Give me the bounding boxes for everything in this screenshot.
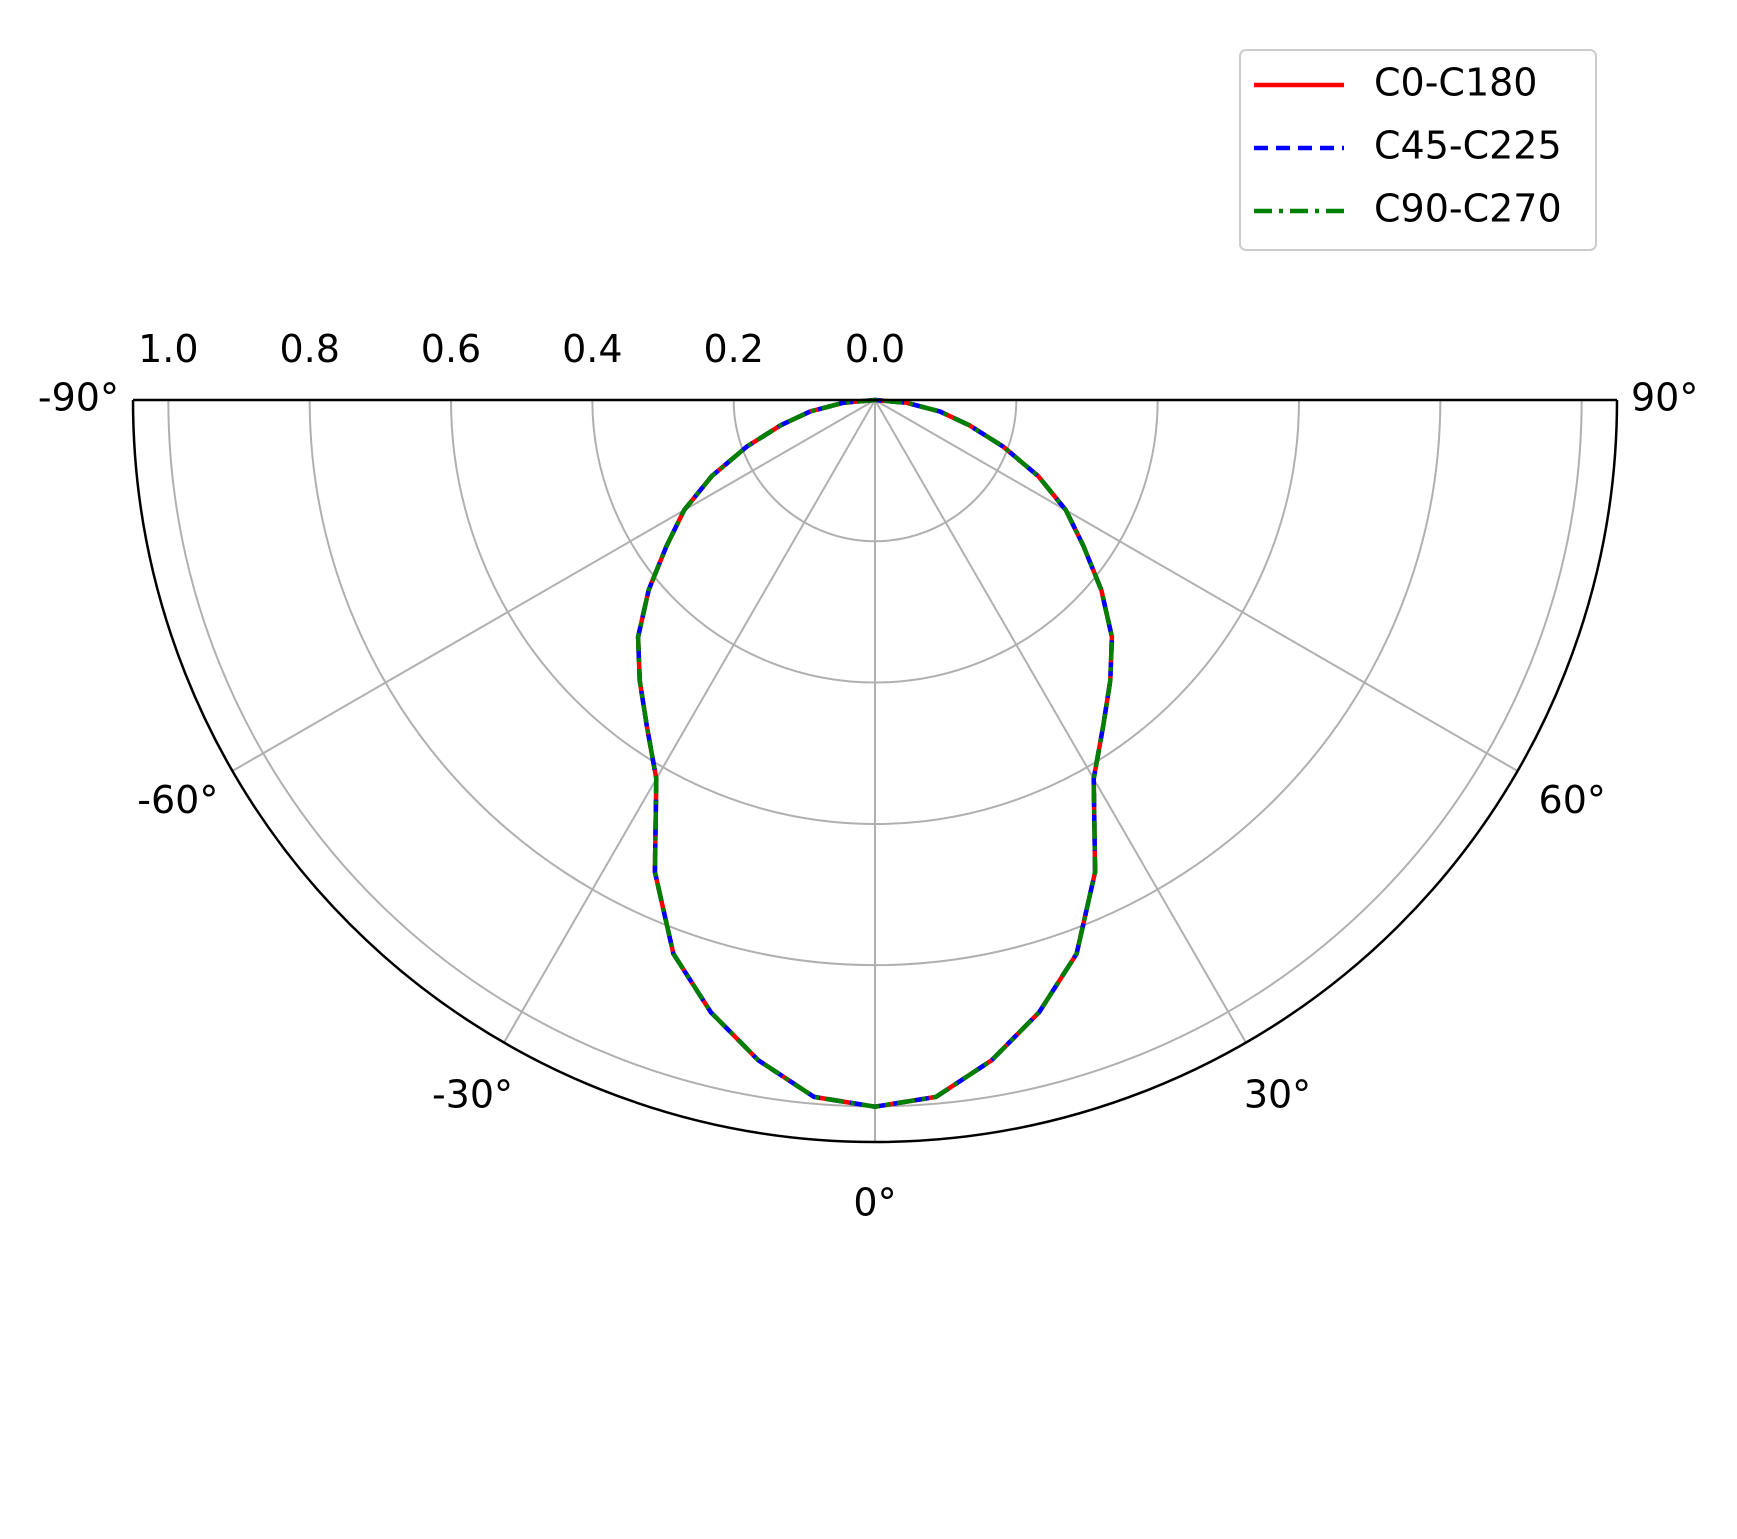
tick-labels: 0.0 0.2 0.4 0.6 0.8 1.0 -90° -60° -30° 0° 30° 60° 90… [38, 327, 1698, 1225]
r-tick-label: 0.6 [421, 327, 481, 371]
theta-tick-label: -60° [137, 778, 218, 822]
legend-label: C0-C180 [1374, 61, 1538, 105]
grid-spoke-5 [874, 399, 1519, 772]
polar-frame [131, 398, 1619, 1144]
legend-box [1239, 49, 1597, 251]
theta-tick-label: -90° [38, 376, 119, 420]
polar-outer-arc [131, 399, 1619, 1144]
r-tick-label: 0.8 [279, 327, 339, 371]
r-tick-label: 0.4 [562, 327, 622, 371]
theta-tick-label: 30° [1244, 1073, 1311, 1117]
grid-spoke-4 [874, 399, 1247, 1044]
theta-tick-label: 60° [1539, 778, 1606, 822]
theta-tick-label: -30° [432, 1073, 513, 1117]
legend-label: C90-C270 [1374, 187, 1562, 231]
theta-tick-label: 0° [853, 1181, 896, 1225]
r-tick-label: 0.0 [845, 327, 905, 371]
grid-spoke-2 [503, 399, 876, 1044]
legend-label: C45-C225 [1374, 124, 1562, 168]
series-lines [635, 397, 1115, 1109]
r-tick-label: 1.0 [138, 327, 198, 371]
grid-spoke-1 [231, 399, 876, 772]
legend: C0-C180 C45-C225 C90-C270 [1239, 49, 1597, 251]
r-tick-label: 0.2 [703, 327, 763, 371]
theta-tick-label: 90° [1631, 376, 1698, 420]
series-line-c90-c270 [635, 397, 1115, 1109]
